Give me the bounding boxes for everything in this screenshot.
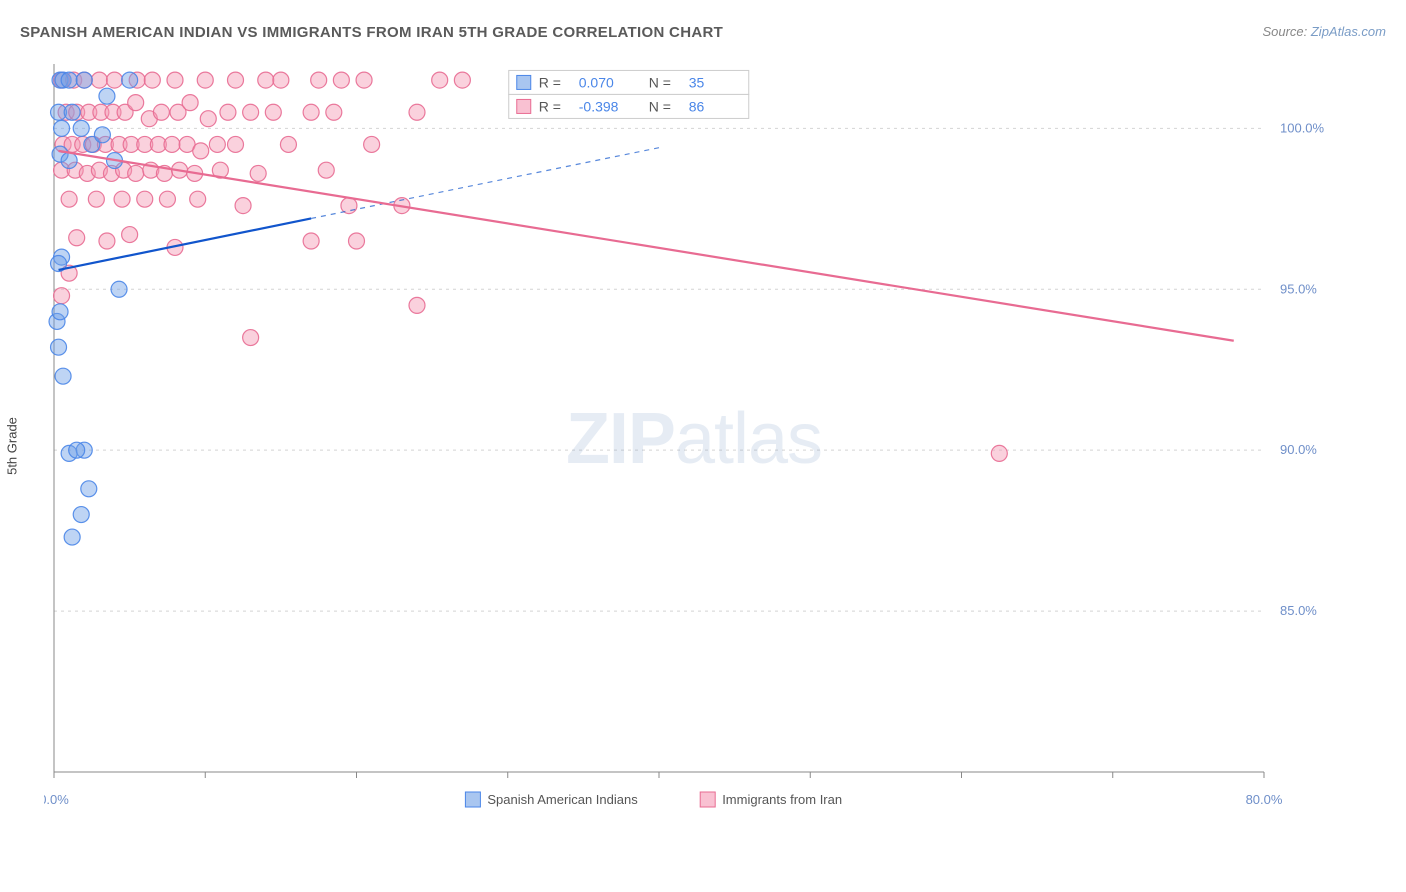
chart-container: 85.0% 90.0% 95.0% 100.0% 0.0% 80.0% R = 0.070 N … [44,54,1344,824]
y-axis-label: 5th Grade [5,417,20,475]
svg-text:N =: N = [649,98,671,114]
svg-text:35: 35 [689,74,705,90]
svg-text:100.0%: 100.0% [1280,120,1325,135]
svg-text:R =: R = [539,98,561,114]
source-attribution: Source: ZipAtlas.com [1262,24,1386,39]
scatter-plot: 85.0% 90.0% 95.0% 100.0% 0.0% 80.0% R = 0.070 N … [44,54,1344,824]
chart-title: SPANISH AMERICAN INDIAN VS IMMIGRANTS FR… [20,24,723,41]
svg-text:R =: R = [539,74,561,90]
svg-text:-0.398: -0.398 [579,98,619,114]
svg-text:Spanish American Indians: Spanish American Indians [487,792,638,807]
svg-text:86: 86 [689,98,705,114]
svg-text:Immigrants from Iran: Immigrants from Iran [722,792,842,807]
source-prefix: Source: [1262,24,1310,39]
svg-text:95.0%: 95.0% [1280,281,1317,296]
svg-text:0.0%: 0.0% [44,792,69,807]
svg-text:90.0%: 90.0% [1280,442,1317,457]
svg-text:0.070: 0.070 [579,74,614,90]
svg-text:85.0%: 85.0% [1280,603,1317,618]
svg-text:N =: N = [649,74,671,90]
source-link[interactable]: ZipAtlas.com [1311,24,1386,39]
svg-text:80.0%: 80.0% [1246,792,1283,807]
